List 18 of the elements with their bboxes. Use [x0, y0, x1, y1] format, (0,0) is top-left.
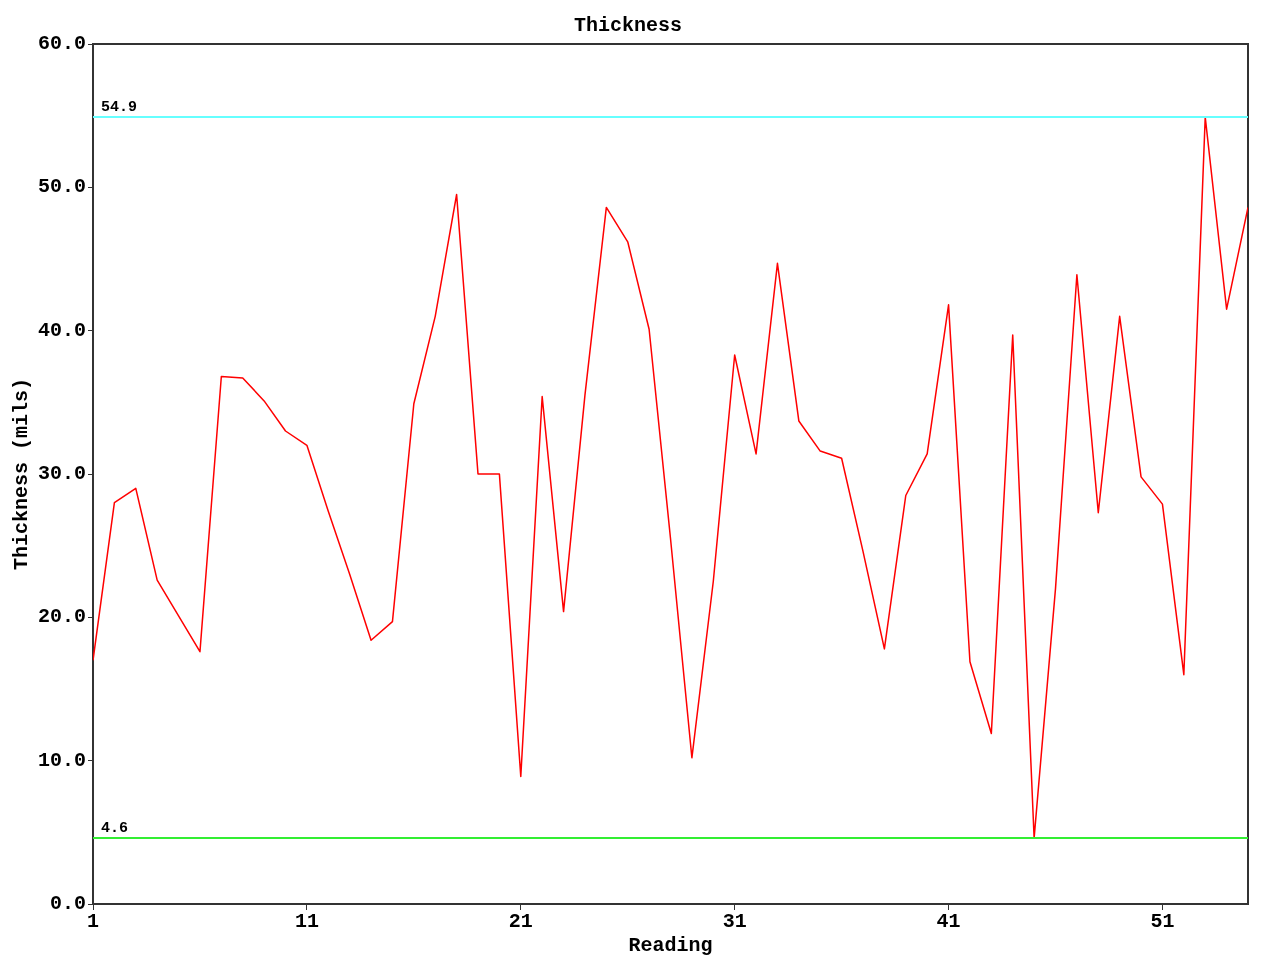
- x-tick-label: 11: [294, 910, 319, 934]
- x-tick-label: 51: [1150, 910, 1175, 934]
- ref-line-label: 54.9: [101, 99, 138, 117]
- x-tick-label: 31: [722, 910, 747, 934]
- y-axis-title: Thickness (mils): [10, 377, 34, 571]
- y-tick-label: 60.0: [37, 32, 87, 56]
- y-tick-label: 30.0: [37, 462, 87, 486]
- y-tick-label: 40.0: [37, 318, 87, 342]
- x-tick-label: 1: [87, 910, 100, 934]
- y-tick-label: 0.0: [49, 892, 87, 916]
- y-tick-label: 20.0: [37, 605, 87, 629]
- x-tick-label: 21: [508, 910, 533, 934]
- x-axis-title: Reading: [628, 934, 713, 958]
- y-tick-label: 50.0: [37, 175, 87, 199]
- y-tick-label: 10.0: [37, 748, 87, 772]
- ref-line-label: 4.6: [101, 820, 129, 838]
- chart-title: Thickness: [573, 14, 683, 38]
- x-tick-label: 41: [936, 910, 961, 934]
